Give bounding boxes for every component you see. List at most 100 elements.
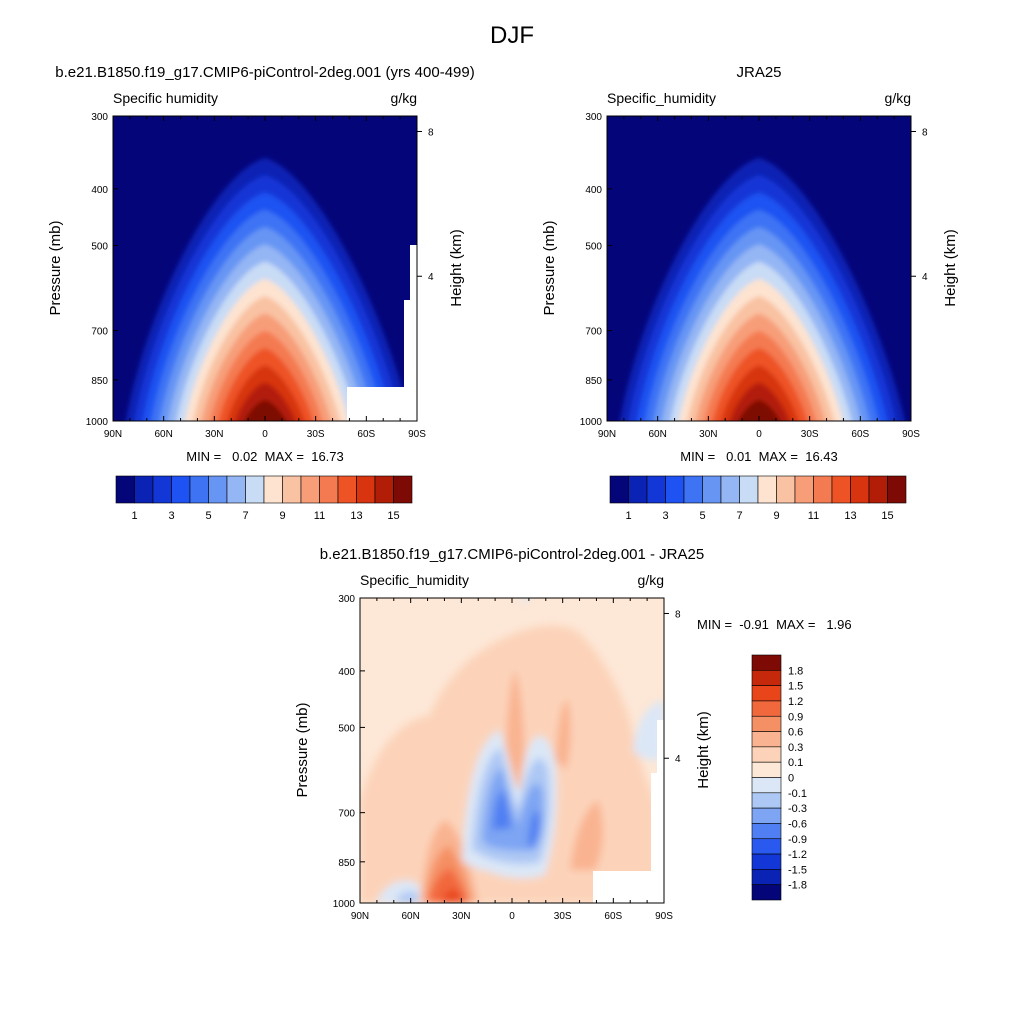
variable-label: Specific_humidity [607,90,716,106]
colorbar-swatch [751,853,782,870]
negative-anomaly-region [492,790,541,848]
x-tick-label: 60N [401,911,419,922]
panel-difference: b.e21.B1850.f19_g17.CMIP6-piControl-2deg… [294,546,852,922]
colorbar-label: -0.6 [788,818,807,830]
colorbar-label: 5 [205,510,211,522]
missing-data-region [410,245,417,300]
variable-label: Specific humidity [113,90,218,106]
min-max-stats: MIN = 0.02 MAX = 16.73 [186,449,344,464]
colorbar-label: 1.8 [788,665,803,677]
colorbar-swatch [776,475,796,504]
colorbar-label: -0.9 [788,834,807,846]
y2-tick-label: 8 [922,127,928,138]
missing-data-region [593,871,664,903]
x-tick-label: 60S [357,429,375,440]
contour-field [360,598,664,903]
colorbar-label: -1.5 [788,864,807,876]
y2-tick-label: 4 [675,754,681,765]
y-tick-label: 500 [585,241,602,252]
colorbar-label: 11 [808,510,819,522]
colorbar-swatch [300,475,320,504]
colorbar-swatch [794,475,814,504]
colorbar-swatch [609,475,629,504]
colorbar-swatch [263,475,283,504]
x-tick-label: 30N [452,911,470,922]
negative-anomaly-region [482,768,544,851]
x-tick-label: 90S [655,911,673,922]
y-tick-label: 850 [338,858,355,869]
colorbar-label: 13 [350,510,362,522]
colorbar-label: 11 [314,510,325,522]
y-tick-label: 500 [338,723,355,734]
colorbar-label: 13 [844,510,856,522]
colorbar-swatch [245,475,265,504]
y-tick-label: 850 [585,376,602,387]
positive-anomaly-region [570,800,603,870]
units-label: g/kg [638,572,664,588]
positive-anomaly-region [555,700,571,770]
colorbar-swatch [702,475,722,504]
x-tick-label: 60S [851,429,869,440]
colorbar-swatch [868,475,888,504]
negative-anomaly-region [633,700,664,760]
units-label: g/kg [391,90,417,106]
min-max-stats: MIN = 0.01 MAX = 16.43 [680,449,838,464]
y2-tick-label: 4 [428,272,434,283]
colorbar-swatch [751,654,782,671]
x-tick-label: 60S [604,911,622,922]
colorbar-swatch [757,475,777,504]
colorbar-swatch [356,475,376,504]
colorbar-swatch [665,475,685,504]
colorbar-swatch [683,475,703,504]
y2-tick-label: 8 [428,127,434,138]
colorbar-label: 1.5 [788,681,803,693]
x-tick-label: 30N [699,429,717,440]
figure-title: DJF [490,22,534,49]
panel-title: b.e21.B1850.f19_g17.CMIP6-piControl-2deg… [320,546,704,563]
y-tick-label: 300 [585,112,602,123]
x-tick-label: 30S [307,429,325,440]
y-tick-label: 500 [91,241,108,252]
colorbar-swatch [393,475,413,504]
y-axis-title: Pressure (mb) [47,220,64,315]
x-tick-label: 90N [598,429,616,440]
colorbar-label: 0.6 [788,727,803,739]
missing-data-region [347,387,417,421]
colorbar-swatch [831,475,851,504]
variable-label: Specific_humidity [360,572,469,588]
colorbar-label: 5 [699,510,705,522]
y-tick-label: 400 [338,667,355,678]
colorbar-label: 0 [788,773,794,785]
colorbar-label: 0.3 [788,742,803,754]
missing-data-region [404,300,417,387]
colorbar-swatch [628,475,648,504]
y2-tick-label: 4 [922,272,928,283]
contour-field [607,116,911,421]
missing-data-region [657,720,664,773]
min-max-stats: MIN = -0.91 MAX = 1.96 [697,617,852,632]
colorbar-swatch [208,475,228,504]
colorbar-swatch [751,869,782,885]
colorbar-swatch [751,700,782,717]
y-tick-label: 1000 [580,417,603,428]
colorbar-swatch [850,475,870,504]
y-tick-label: 400 [585,185,602,196]
y-tick-label: 1000 [86,417,109,428]
colorbar-label: 9 [773,510,779,522]
colorbar-swatch [887,475,907,504]
colorbar: 1 3 5 7 9 11 13 15 [115,475,413,522]
y-axis-title: Pressure (mb) [541,220,558,315]
colorbar-swatch [751,838,782,855]
colorbar-label: 7 [242,510,248,522]
y2-axis-title: Height (km) [695,711,712,789]
colorbar-label: 1 [625,510,631,522]
x-tick-label: 0 [756,429,762,440]
colorbar-swatch [152,475,172,504]
colorbar-swatch [751,746,782,763]
colorbar-label: 9 [279,510,285,522]
x-tick-label: 90S [902,429,920,440]
colorbar-swatch [751,777,782,794]
colorbar-swatch [751,685,782,702]
panel-title: JRA25 [736,64,781,81]
y-tick-label: 700 [585,327,602,338]
